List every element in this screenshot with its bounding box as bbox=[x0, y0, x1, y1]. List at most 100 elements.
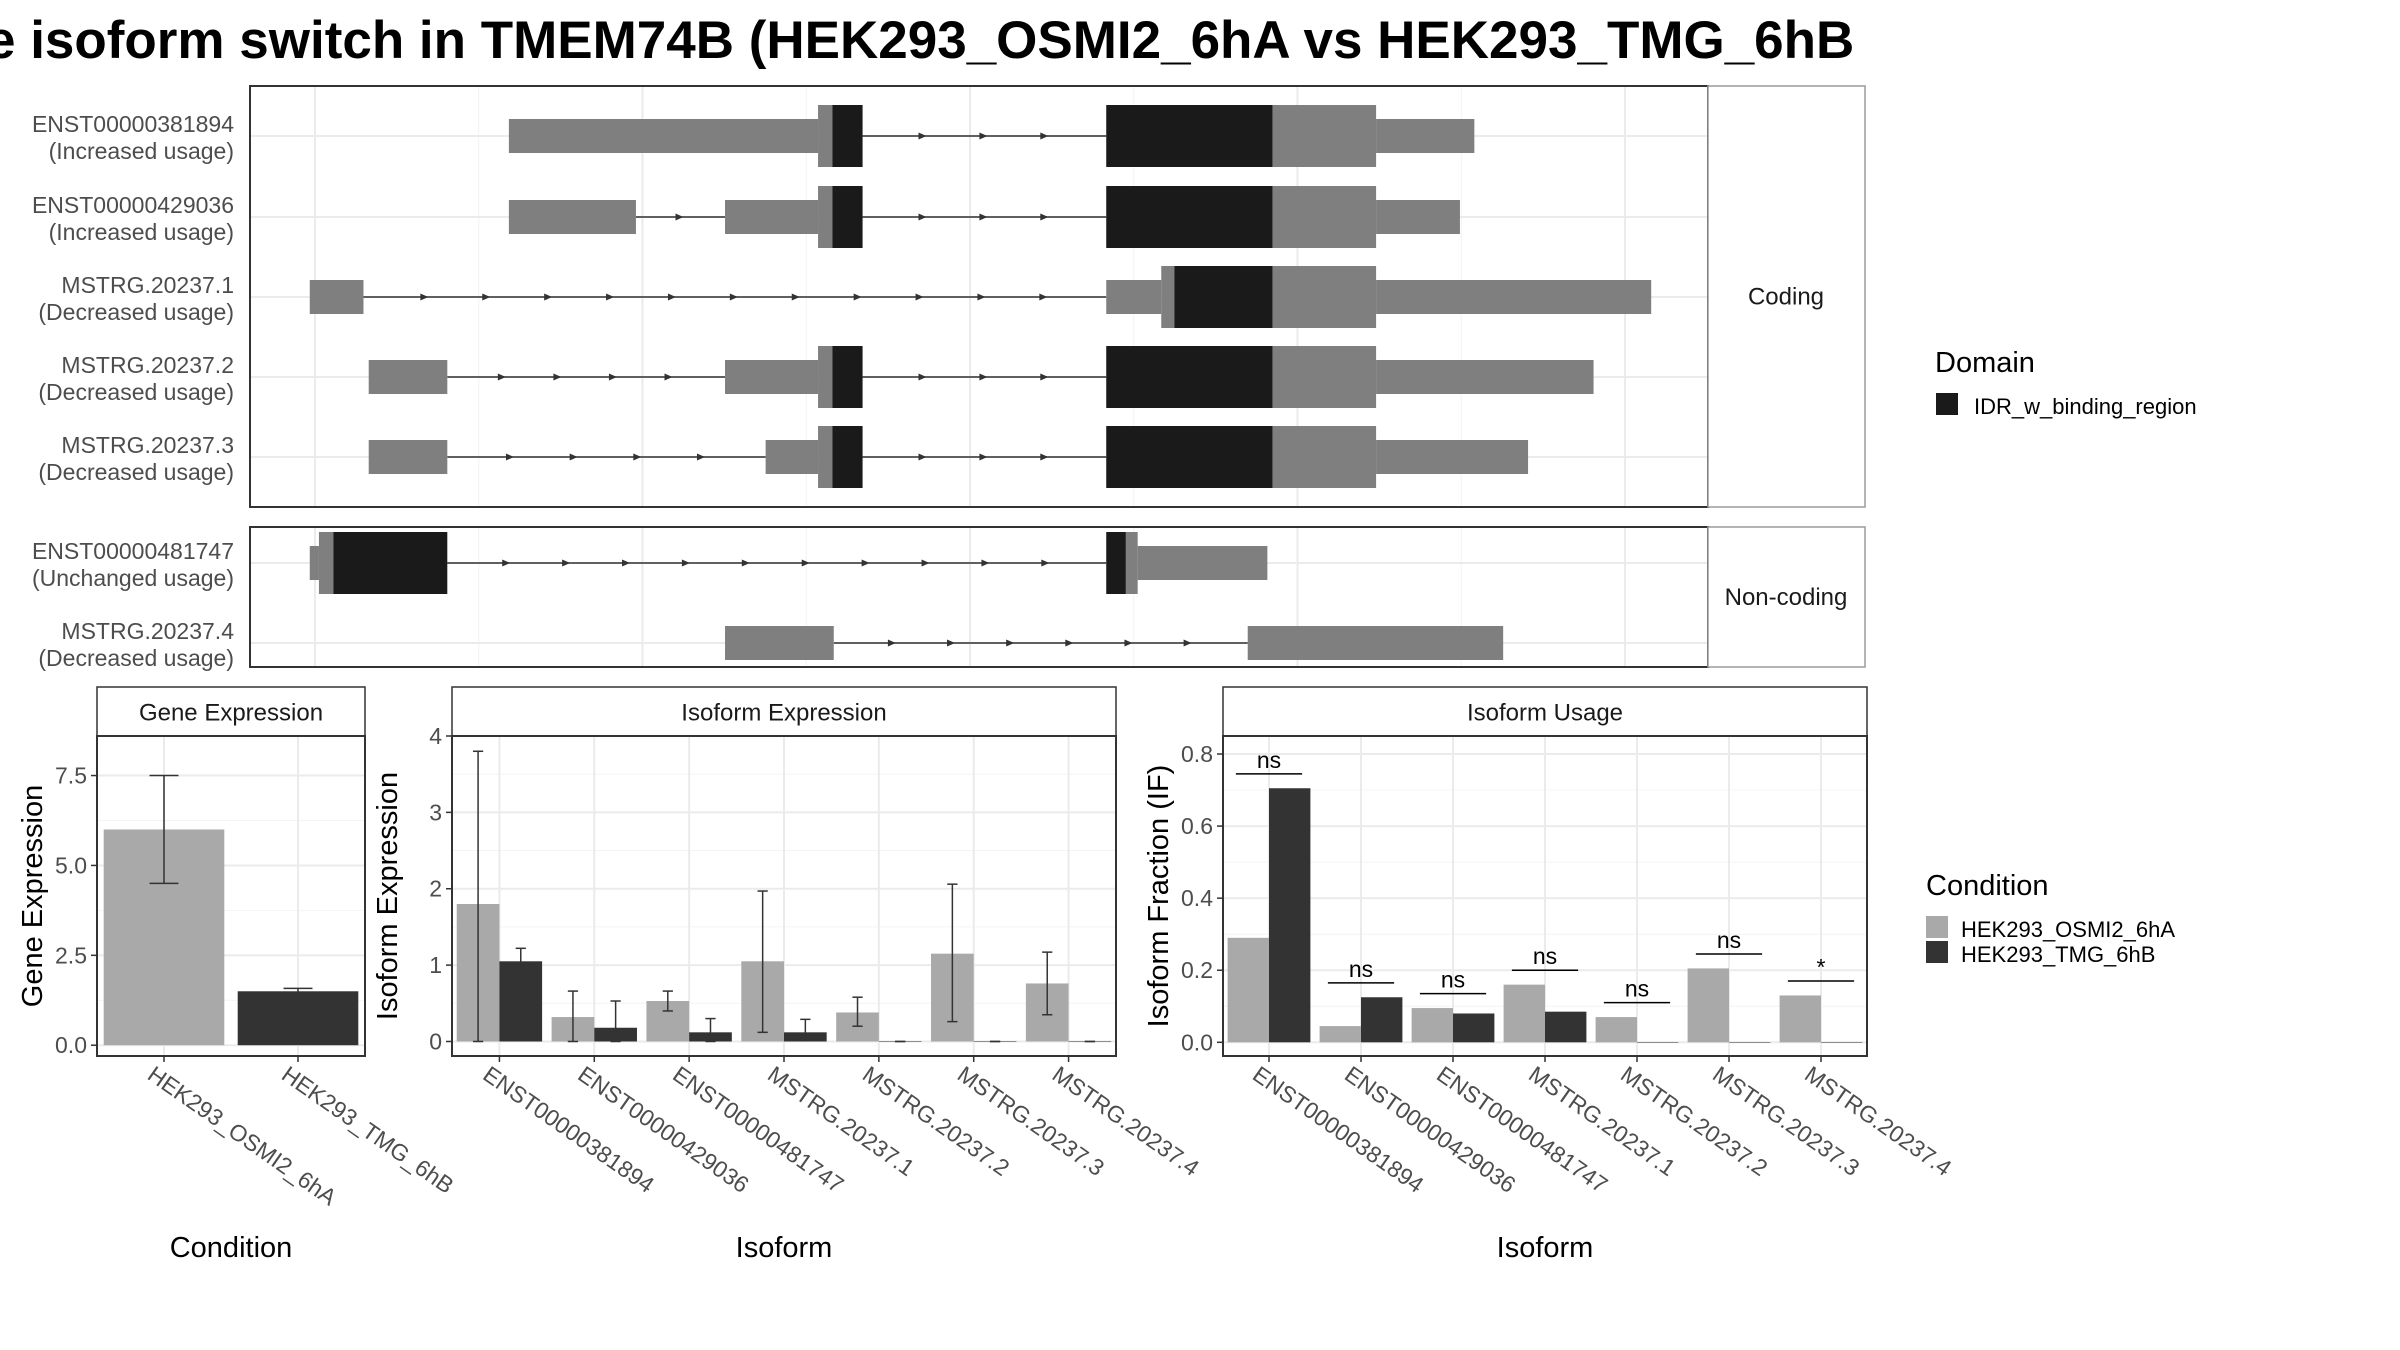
facet-strip-label: Non-coding bbox=[1725, 584, 1848, 611]
intron-arrow bbox=[979, 132, 988, 140]
x-axis-title: Isoform bbox=[736, 1232, 833, 1264]
facet-strip-label: Coding bbox=[1748, 284, 1824, 311]
transcript-row: MSTRG.20237.4(Decreased usage) bbox=[38, 618, 1504, 671]
transcript-id-label: MSTRG.20237.4 bbox=[61, 618, 234, 644]
utr-block bbox=[368, 360, 448, 394]
utr-block bbox=[1376, 119, 1475, 153]
x-tick-label: MSTRG.20237.4 bbox=[1800, 1061, 1956, 1181]
significance-label: ns bbox=[1257, 747, 1281, 773]
intron-arrow bbox=[861, 559, 870, 567]
utr-block bbox=[1137, 546, 1268, 580]
cds-block bbox=[818, 346, 833, 408]
cds-block bbox=[1272, 186, 1377, 248]
transcript-usage-label: (Decreased usage) bbox=[38, 299, 234, 325]
significance-label: * bbox=[1817, 954, 1826, 980]
intron-arrow bbox=[622, 559, 631, 567]
y-tick-label: 0.6 bbox=[1181, 813, 1213, 839]
bar bbox=[1503, 984, 1545, 1043]
domain-legend-title: Domain bbox=[1935, 347, 2035, 379]
domain-block bbox=[1106, 346, 1273, 408]
domain-block bbox=[1174, 266, 1273, 328]
x-tick-label: ENST00000481747 bbox=[1432, 1061, 1612, 1198]
isoform-expression-chart: Isoform Expression 0 1 2 3 4 ENST00000381894EN… bbox=[372, 686, 1204, 1264]
intron-arrow bbox=[979, 373, 988, 381]
domain-block bbox=[1106, 105, 1273, 167]
intron-arrow bbox=[1040, 453, 1049, 461]
intron-arrow bbox=[979, 453, 988, 461]
bar bbox=[1687, 968, 1729, 1043]
domain-block bbox=[333, 532, 448, 594]
bar bbox=[1637, 1042, 1679, 1043]
utr-block bbox=[1376, 440, 1529, 474]
domain-block bbox=[1106, 186, 1273, 248]
bar bbox=[1453, 1013, 1495, 1043]
cds-block bbox=[1272, 266, 1377, 328]
intron-arrow bbox=[741, 559, 750, 567]
transcript-id-label: ENST00000481747 bbox=[32, 538, 234, 564]
intron-arrow bbox=[675, 213, 684, 221]
utr-block bbox=[725, 200, 819, 234]
y-tick-label: 5.0 bbox=[55, 852, 87, 878]
intron-arrow bbox=[505, 453, 514, 461]
transcript-row: ENST00000429036(Increased usage) bbox=[32, 186, 1460, 248]
domain-block bbox=[832, 426, 863, 488]
transcript-row: ENST00000481747(Unchanged usage) bbox=[32, 532, 1268, 594]
intron-arrow bbox=[887, 639, 896, 647]
transcript-id-label: MSTRG.20237.1 bbox=[61, 272, 234, 298]
intron-arrow bbox=[918, 132, 927, 140]
utr-block bbox=[508, 200, 636, 234]
domain-legend-key bbox=[1936, 393, 1958, 415]
domain-legend-label: IDR_w_binding_region bbox=[1974, 394, 2197, 419]
intron-arrow bbox=[1006, 639, 1015, 647]
utr-block bbox=[1376, 360, 1594, 394]
utr-block bbox=[725, 360, 819, 394]
x-tick-label: ENST00000429036 bbox=[573, 1061, 753, 1198]
condition-legend-label-b: HEK293_TMG_6hB bbox=[1961, 942, 2155, 967]
intron-arrow bbox=[1040, 373, 1049, 381]
transcript-id-label: ENST00000381894 bbox=[32, 111, 234, 137]
intron-arrow bbox=[915, 293, 924, 301]
y-tick-label: 0.4 bbox=[1181, 885, 1213, 911]
panel-title: Isoform Usage bbox=[1467, 700, 1623, 727]
y-tick-label: 1 bbox=[429, 952, 442, 978]
condition-legend-key-b bbox=[1926, 941, 1948, 963]
intron-arrow bbox=[853, 293, 862, 301]
utr-block bbox=[508, 119, 819, 153]
intron-arrow bbox=[981, 559, 990, 567]
condition-legend-title: Condition bbox=[1926, 870, 2049, 902]
bar bbox=[1779, 995, 1821, 1043]
intron-arrow bbox=[1183, 639, 1192, 647]
significance-label: ns bbox=[1625, 976, 1649, 1002]
transcript-usage-label: (Increased usage) bbox=[49, 219, 234, 245]
intron-arrow bbox=[696, 453, 705, 461]
transcript-id-label: MSTRG.20237.3 bbox=[61, 432, 234, 458]
intron-arrow bbox=[729, 293, 738, 301]
utr-block bbox=[309, 280, 364, 314]
bar bbox=[1361, 997, 1403, 1043]
domain-block bbox=[1106, 426, 1273, 488]
utr-block bbox=[1247, 626, 1504, 660]
cds-block bbox=[1272, 105, 1377, 167]
intron-arrow bbox=[947, 639, 956, 647]
utr-block bbox=[725, 626, 834, 660]
cds-block bbox=[818, 426, 833, 488]
transcript-structure-panel: Coding Non-coding ENST00000381894 (Increase… bbox=[32, 85, 1866, 671]
cds-block bbox=[1272, 346, 1377, 408]
utr-block bbox=[368, 440, 448, 474]
figure-title: e isoform switch in TMEM74B (HEK293_OSMI… bbox=[0, 11, 1854, 70]
intron-arrow bbox=[921, 559, 930, 567]
x-tick-label: ENST00000381894 bbox=[1248, 1061, 1429, 1198]
cds-block bbox=[818, 186, 833, 248]
domain-block bbox=[832, 186, 863, 248]
bar bbox=[1821, 1042, 1863, 1043]
x-tick-label: ENST00000381894 bbox=[479, 1061, 660, 1198]
x-tick-label: ENST00000429036 bbox=[1340, 1061, 1520, 1198]
intron-arrow bbox=[918, 213, 927, 221]
intron-arrow bbox=[801, 559, 810, 567]
panel-strip bbox=[96, 686, 366, 737]
significance-label: ns bbox=[1717, 927, 1741, 953]
domain-block bbox=[832, 346, 863, 408]
plot-border bbox=[96, 735, 366, 1057]
cds-block bbox=[818, 105, 833, 167]
intron-arrow bbox=[497, 373, 506, 381]
